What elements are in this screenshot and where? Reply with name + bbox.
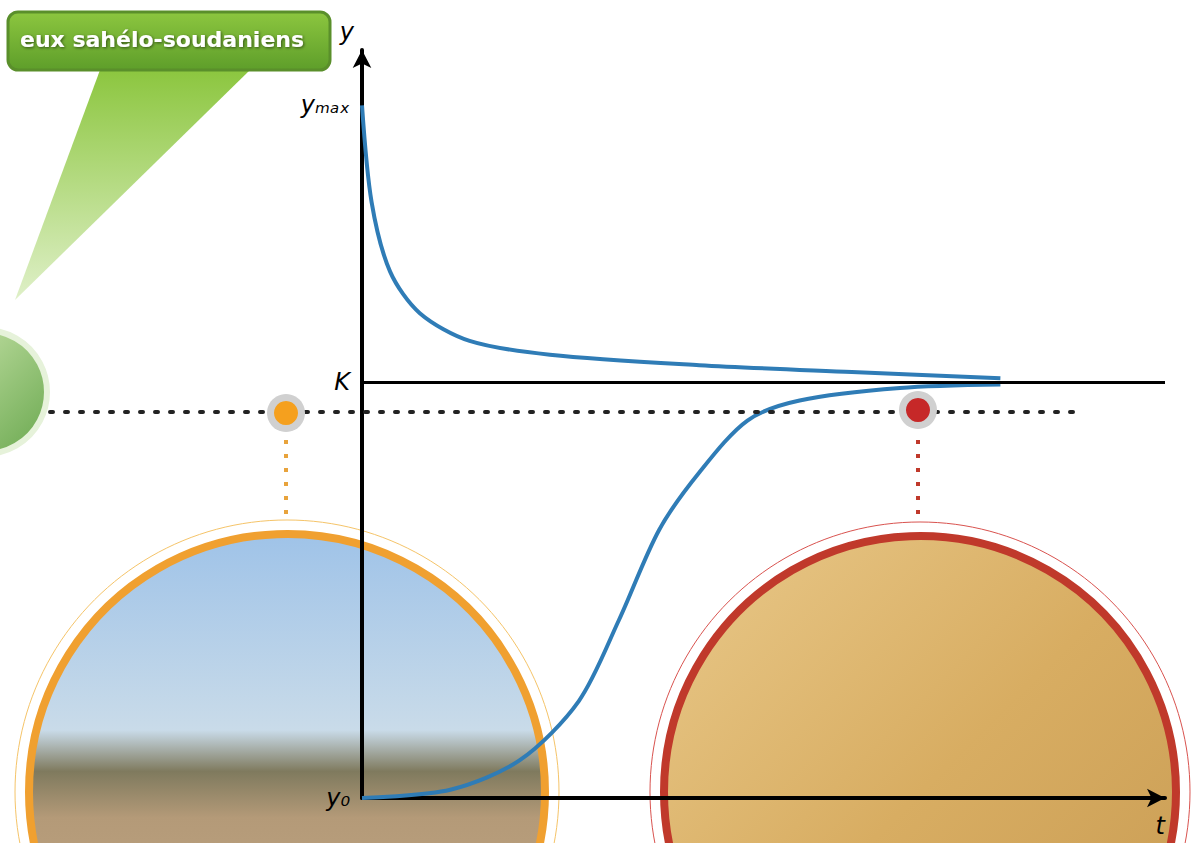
svg-text:t: t <box>1156 812 1167 840</box>
svg-text:y: y <box>339 18 355 46</box>
svg-text:y₀: y₀ <box>325 784 350 812</box>
svg-text:yₘₐₓ: yₘₐₓ <box>300 91 350 119</box>
svg-text:K: K <box>334 368 352 396</box>
svg-text:eux sahélo-soudaniens: eux sahélo-soudaniens <box>20 27 304 52</box>
